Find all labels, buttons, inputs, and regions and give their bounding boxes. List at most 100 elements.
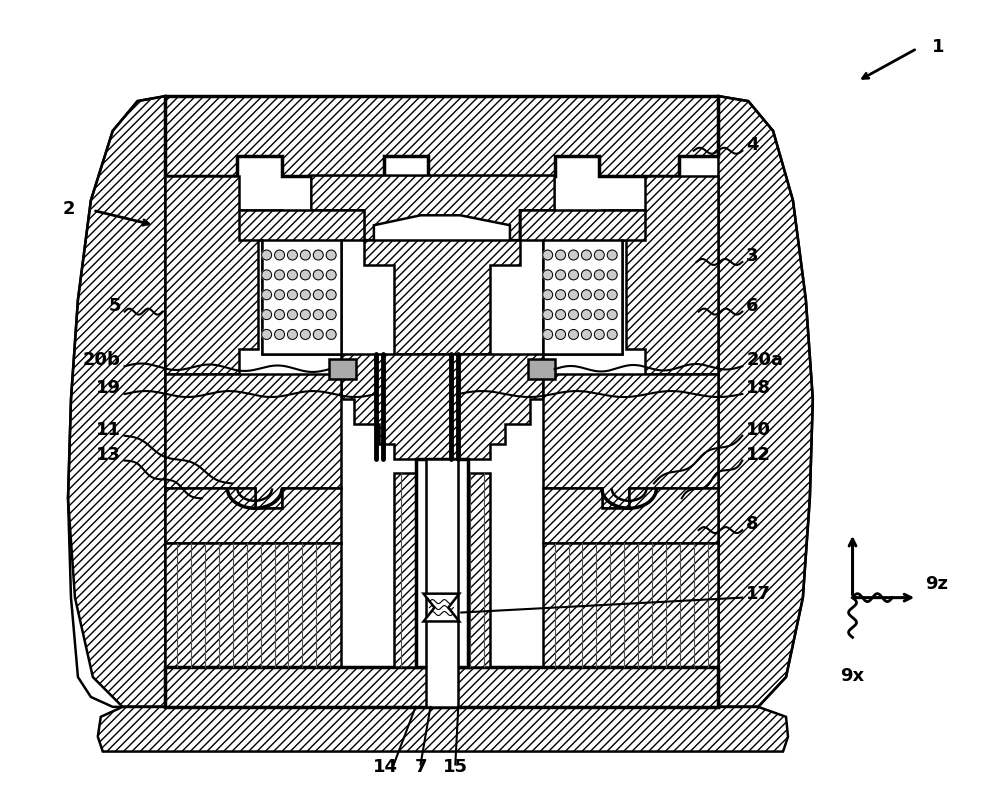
Polygon shape — [424, 594, 459, 622]
Circle shape — [607, 270, 617, 281]
Circle shape — [556, 330, 566, 340]
Circle shape — [275, 290, 285, 300]
Circle shape — [287, 270, 297, 281]
Polygon shape — [364, 241, 520, 354]
Circle shape — [569, 310, 578, 320]
Polygon shape — [602, 176, 718, 375]
Circle shape — [262, 251, 272, 261]
Circle shape — [607, 330, 617, 340]
Text: 10: 10 — [746, 420, 771, 438]
Polygon shape — [520, 211, 645, 354]
Circle shape — [326, 270, 336, 281]
Circle shape — [581, 251, 591, 261]
Text: 19: 19 — [96, 379, 121, 396]
Polygon shape — [543, 375, 718, 508]
Circle shape — [262, 310, 272, 320]
Circle shape — [607, 290, 617, 300]
Text: 5: 5 — [108, 296, 121, 314]
Text: 17: 17 — [746, 584, 771, 602]
Circle shape — [556, 290, 566, 300]
Text: 1: 1 — [932, 38, 944, 56]
Polygon shape — [543, 543, 718, 667]
Circle shape — [287, 251, 297, 261]
Circle shape — [543, 270, 553, 281]
Circle shape — [275, 310, 285, 320]
Circle shape — [300, 310, 310, 320]
Circle shape — [543, 290, 553, 300]
Circle shape — [581, 270, 591, 281]
Circle shape — [569, 330, 578, 340]
Circle shape — [581, 310, 591, 320]
Polygon shape — [165, 543, 341, 667]
Circle shape — [594, 290, 604, 300]
Polygon shape — [165, 97, 718, 176]
Polygon shape — [426, 459, 458, 707]
Circle shape — [594, 270, 604, 281]
Circle shape — [556, 310, 566, 320]
Text: 9z: 9z — [925, 574, 948, 592]
Circle shape — [326, 310, 336, 320]
Circle shape — [569, 290, 578, 300]
Text: 9x: 9x — [840, 666, 865, 684]
Polygon shape — [543, 488, 718, 543]
Text: 15: 15 — [443, 757, 468, 776]
Polygon shape — [98, 707, 788, 751]
Circle shape — [569, 270, 578, 281]
Circle shape — [275, 270, 285, 281]
Circle shape — [262, 270, 272, 281]
Circle shape — [287, 290, 297, 300]
Circle shape — [594, 330, 604, 340]
Text: 6: 6 — [746, 296, 759, 314]
Polygon shape — [68, 97, 165, 707]
Circle shape — [326, 290, 336, 300]
Polygon shape — [165, 667, 718, 707]
Polygon shape — [329, 360, 356, 379]
Circle shape — [275, 330, 285, 340]
Circle shape — [543, 330, 553, 340]
Polygon shape — [416, 459, 468, 667]
Text: 18: 18 — [746, 379, 771, 396]
Polygon shape — [543, 241, 622, 354]
Polygon shape — [528, 360, 555, 379]
Circle shape — [326, 251, 336, 261]
Text: 2: 2 — [62, 200, 75, 218]
Text: 20a: 20a — [746, 350, 783, 369]
Polygon shape — [165, 375, 341, 508]
Circle shape — [300, 270, 310, 281]
Circle shape — [556, 270, 566, 281]
Text: 14: 14 — [373, 757, 398, 776]
Polygon shape — [718, 97, 813, 707]
Circle shape — [313, 270, 323, 281]
Circle shape — [569, 251, 578, 261]
Circle shape — [556, 251, 566, 261]
Circle shape — [287, 330, 297, 340]
Circle shape — [543, 251, 553, 261]
Text: 13: 13 — [96, 445, 121, 463]
Circle shape — [326, 330, 336, 340]
Circle shape — [581, 290, 591, 300]
Text: 20b: 20b — [83, 350, 121, 369]
Text: 3: 3 — [746, 247, 759, 265]
Circle shape — [543, 310, 553, 320]
Circle shape — [594, 251, 604, 261]
Circle shape — [607, 310, 617, 320]
Polygon shape — [311, 176, 555, 241]
Circle shape — [287, 310, 297, 320]
Polygon shape — [165, 176, 282, 375]
Circle shape — [313, 290, 323, 300]
Circle shape — [275, 251, 285, 261]
Circle shape — [581, 330, 591, 340]
Text: 8: 8 — [746, 514, 759, 533]
Circle shape — [300, 290, 310, 300]
Polygon shape — [262, 241, 341, 354]
Circle shape — [262, 290, 272, 300]
Circle shape — [607, 251, 617, 261]
Polygon shape — [239, 211, 364, 354]
Polygon shape — [341, 354, 543, 474]
Circle shape — [313, 310, 323, 320]
Text: 12: 12 — [746, 445, 771, 463]
Polygon shape — [394, 474, 490, 667]
Text: 4: 4 — [746, 136, 759, 153]
Circle shape — [262, 330, 272, 340]
Circle shape — [313, 251, 323, 261]
